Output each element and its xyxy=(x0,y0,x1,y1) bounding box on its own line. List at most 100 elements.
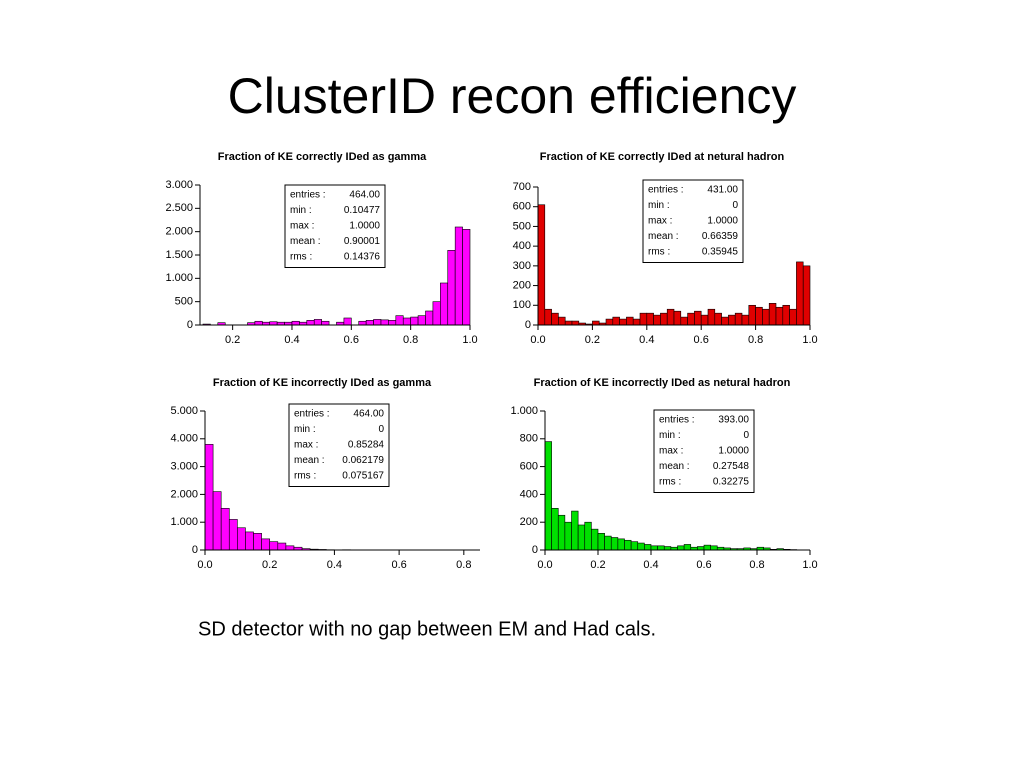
y-tick-label: 4.000 xyxy=(170,433,198,445)
stats-label: rms : xyxy=(294,471,316,482)
bar xyxy=(803,266,810,325)
bar xyxy=(606,319,613,325)
bar xyxy=(684,544,691,550)
y-tick-label: 0 xyxy=(187,319,193,331)
stats-label: max : xyxy=(648,216,672,227)
stats-value: 0.66359 xyxy=(702,231,739,242)
x-tick-label: 0.6 xyxy=(391,559,406,571)
stats-label: mean : xyxy=(659,461,690,472)
chart-title: Fraction of KE correctly IDed at netural… xyxy=(540,151,785,163)
bar xyxy=(552,508,559,550)
bar xyxy=(633,319,640,325)
x-tick-label: 0.8 xyxy=(749,559,764,571)
bar xyxy=(270,542,278,550)
bar xyxy=(638,543,645,550)
bar xyxy=(278,543,286,550)
bar xyxy=(344,318,351,325)
y-tick-label: 1.000 xyxy=(170,516,198,528)
bar xyxy=(651,546,658,550)
bar xyxy=(681,317,688,325)
chart-title: Fraction of KE incorrectly IDed as netur… xyxy=(534,377,791,389)
stats-value: 1.0000 xyxy=(707,216,738,227)
x-tick-label: 0.0 xyxy=(537,559,552,571)
bar xyxy=(255,321,262,325)
stats-value: 0.90001 xyxy=(344,236,381,247)
bar xyxy=(654,315,661,325)
x-tick-label: 0.4 xyxy=(327,559,342,571)
stats-label: min : xyxy=(648,200,670,211)
bar xyxy=(631,542,638,550)
bar xyxy=(704,545,711,550)
bar xyxy=(697,547,704,550)
y-tick-label: 600 xyxy=(513,201,531,213)
stats-value: 464.00 xyxy=(349,190,380,201)
y-tick-label: 1.000 xyxy=(165,272,193,284)
y-tick-label: 400 xyxy=(513,240,531,252)
y-tick-label: 400 xyxy=(520,488,538,500)
x-tick-label: 0.6 xyxy=(694,334,709,346)
y-tick-label: 100 xyxy=(513,299,531,311)
bar xyxy=(366,320,373,325)
bar xyxy=(618,539,625,550)
x-tick-label: 0.2 xyxy=(262,559,277,571)
y-tick-label: 3.000 xyxy=(170,461,198,473)
stats-label: max : xyxy=(294,440,318,451)
bar xyxy=(776,307,783,325)
bar xyxy=(314,319,321,325)
bar xyxy=(425,311,432,325)
bar xyxy=(591,529,598,550)
bar xyxy=(205,444,213,550)
bar xyxy=(213,492,221,550)
stats-label: max : xyxy=(290,221,314,232)
stats-value: 0.27548 xyxy=(713,461,750,472)
bar xyxy=(762,309,769,325)
bar xyxy=(572,321,579,325)
x-tick-label: 0.4 xyxy=(284,334,299,346)
bar xyxy=(433,302,440,325)
bar xyxy=(664,547,671,550)
y-tick-label: 600 xyxy=(520,461,538,473)
x-tick-label: 0.8 xyxy=(748,334,763,346)
bar xyxy=(558,317,565,325)
bar xyxy=(626,317,633,325)
stats-label: max : xyxy=(659,446,683,457)
bar xyxy=(558,515,565,550)
x-tick-label: 0.8 xyxy=(456,559,471,571)
x-tick-label: 0.8 xyxy=(403,334,418,346)
bar xyxy=(374,319,381,325)
bar xyxy=(552,313,559,325)
bar xyxy=(322,321,329,325)
bar xyxy=(694,311,701,325)
x-tick-label: 0.4 xyxy=(643,559,658,571)
y-tick-label: 1.000 xyxy=(510,405,538,417)
stats-value: 0.32275 xyxy=(713,477,750,488)
stats-value: 0.85284 xyxy=(348,440,385,451)
bar xyxy=(715,313,722,325)
bar xyxy=(756,307,763,325)
stats-value: 393.00 xyxy=(718,415,749,426)
chart-title: Fraction of KE incorrectly IDed as gamma xyxy=(213,377,432,389)
x-tick-label: 1.0 xyxy=(802,559,817,571)
bar xyxy=(735,313,742,325)
bar xyxy=(620,319,627,325)
bar xyxy=(221,508,229,550)
bar xyxy=(565,321,572,325)
bar xyxy=(688,313,695,325)
y-tick-label: 500 xyxy=(175,296,193,308)
bar xyxy=(545,442,552,550)
bar xyxy=(625,540,632,550)
x-tick-label: 1.0 xyxy=(462,334,477,346)
y-tick-label: 700 xyxy=(513,181,531,193)
bar xyxy=(796,262,803,325)
bar xyxy=(396,316,403,325)
bar xyxy=(640,313,647,325)
stats-label: rms : xyxy=(648,247,670,258)
bar xyxy=(254,533,262,550)
stats-value: 431.00 xyxy=(707,185,738,196)
bar xyxy=(237,528,245,550)
bar xyxy=(381,320,388,325)
stats-value: 0.35945 xyxy=(702,247,739,258)
bar xyxy=(307,320,314,325)
bar xyxy=(245,532,253,550)
